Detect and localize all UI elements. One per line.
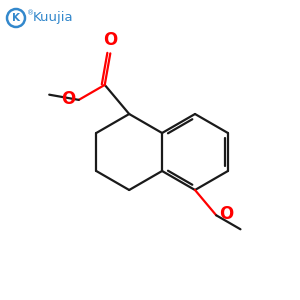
Text: K: K xyxy=(12,13,20,23)
Text: O: O xyxy=(219,205,233,223)
Text: O: O xyxy=(61,90,76,108)
Text: Kuujia: Kuujia xyxy=(33,11,74,25)
Text: ®: ® xyxy=(27,10,34,16)
Text: O: O xyxy=(103,32,117,50)
